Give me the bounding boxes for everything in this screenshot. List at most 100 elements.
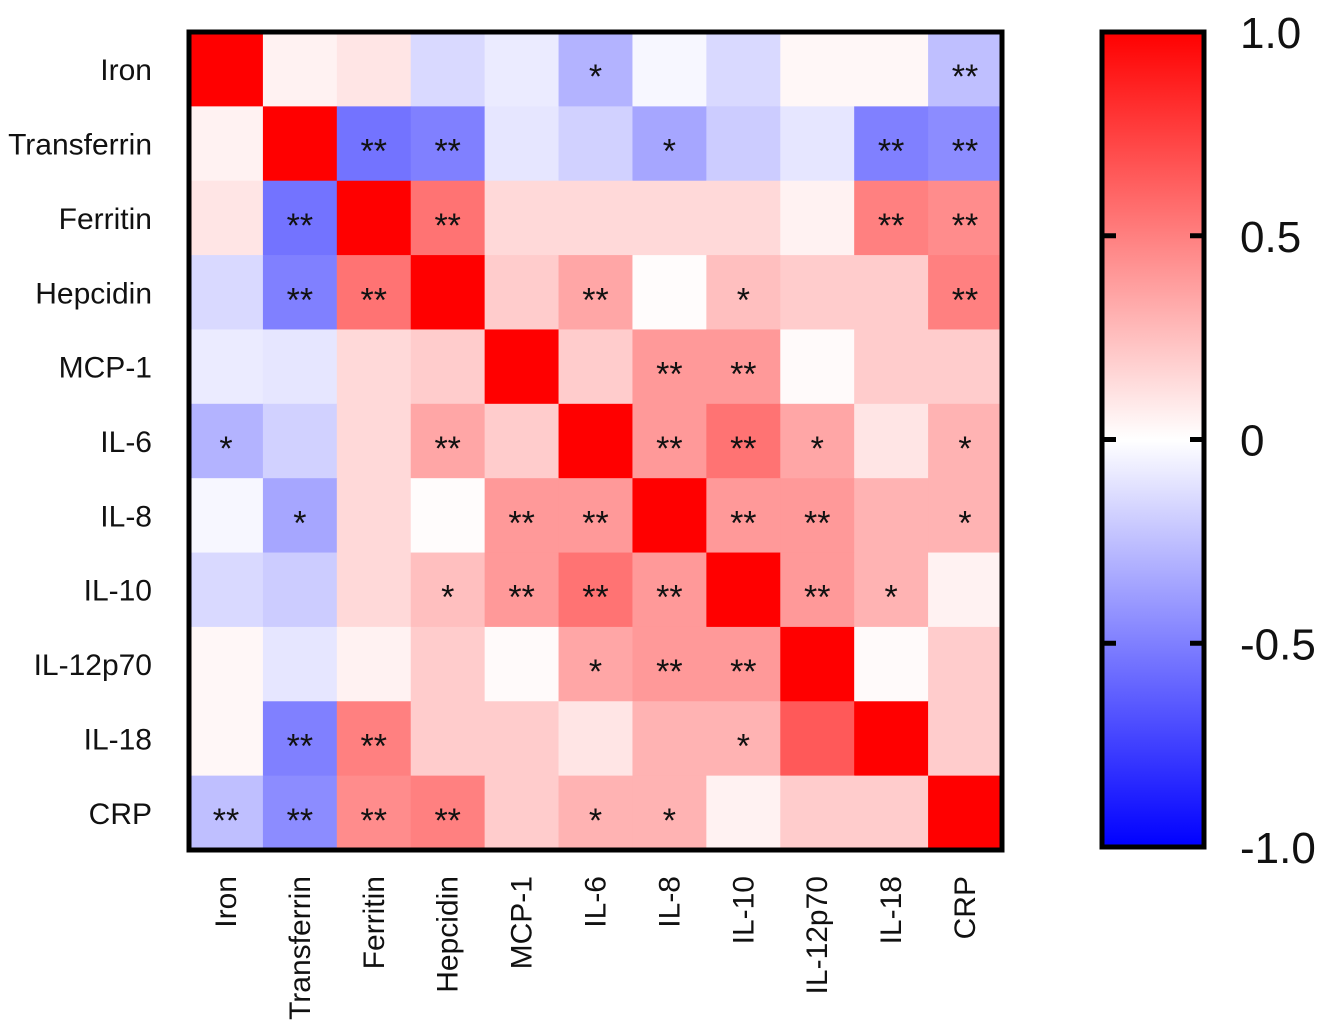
cell-il-18-il-10 [706,701,781,777]
cell-il-10-transferrin [262,552,338,628]
significance-marker: ** [434,207,460,245]
significance-marker: ** [361,727,387,765]
significance-marker: ** [582,504,608,542]
cell-mcp-1-il-10 [706,329,781,405]
significance-marker: * [663,802,676,840]
significance-marker: ** [952,281,978,319]
significance-marker: * [441,579,454,617]
cell-crp-il-10 [706,775,781,851]
cell-transferrin-ferritin [336,106,412,182]
cell-crp-il-18 [854,775,929,851]
cell-il-18-il-18 [854,701,929,777]
cell-il-18-ferritin [336,701,412,777]
cell-iron-crp [928,32,1003,107]
cell-il-10-iron [189,552,264,628]
colorbar-tick-label: -0.5 [1240,620,1316,669]
heatmap-frame [186,29,1005,853]
cell-il-6-hepcidin [410,403,486,479]
cell-crp-crp [928,775,1003,851]
cell-iron-ferritin [336,32,412,107]
cell-il-6-il-12p70 [780,403,855,479]
colorbar-tick-label: 0.5 [1240,213,1301,262]
column-labels: Iron Transferrin Ferritin Hepcidin MCP-1 IL-6… [210,876,982,1020]
cell-il-18-il-12p70 [780,701,855,777]
significance-markers: * **** ** * ** **** ** ** **** ** ** * **** *** ** ** **… [213,58,979,840]
cell-transferrin-il-18 [854,106,929,182]
significance-marker: ** [952,58,978,96]
cell-il-6-il-18 [854,403,929,479]
significance-marker: ** [878,133,904,171]
cell-il-6-ferritin [336,403,412,479]
cell-ferritin-hepcidin [410,180,486,256]
significance-marker: * [737,281,750,319]
significance-marker: * [663,133,676,171]
cell-iron-il-8 [632,32,707,107]
cell-il-6-il-10 [706,403,781,479]
cell-il-12p70-ferritin [336,626,412,702]
cell-il-10-il-18 [854,552,929,628]
cell-crp-transferrin [262,775,338,851]
cell-mcp-1-il-6 [558,329,634,405]
column-label-il-8: IL-8 [653,876,686,928]
cell-iron-il-18 [854,32,929,107]
significance-marker: ** [582,281,608,319]
significance-marker: ** [656,579,682,617]
row-labels: Iron Transferrin Ferritin Hepcidin MCP-1 IL-6… [8,54,152,831]
column-label-il-6: IL-6 [580,876,613,928]
significance-marker: * [958,430,971,468]
significance-marker: ** [656,653,682,691]
cell-crp-il-6 [558,775,634,851]
significance-marker: ** [434,430,460,468]
cell-mcp-1-il-18 [854,329,929,405]
cell-transferrin-mcp-1 [484,106,560,182]
row-label-transferrin: Transferrin [8,129,152,162]
cell-hepcidin-ferritin [336,255,412,331]
cell-iron-il-12p70 [780,32,855,107]
cell-ferritin-mcp-1 [484,180,560,256]
cell-il-8-iron [189,478,264,554]
row-label-hepcidin: Hepcidin [35,277,152,310]
significance-marker: * [737,727,750,765]
significance-marker: * [885,579,898,617]
cell-iron-hepcidin [410,32,486,107]
cell-mcp-1-iron [189,329,264,405]
cell-il-8-hepcidin [410,478,486,554]
cell-il-8-il-10 [706,478,781,554]
cell-mcp-1-mcp-1 [484,329,560,405]
column-label-ferritin: Ferritin [358,876,391,969]
cell-iron-mcp-1 [484,32,560,107]
cell-hepcidin-il-6 [558,255,634,331]
row-label-il-6: IL-6 [100,426,152,459]
cell-il-18-iron [189,701,264,777]
cell-mcp-1-transferrin [262,329,338,405]
row-label-mcp-1: MCP-1 [59,352,152,385]
significance-marker: ** [656,356,682,394]
cell-il-10-ferritin [336,552,412,628]
significance-marker: ** [434,802,460,840]
significance-marker: ** [287,727,313,765]
cell-il-6-il-8 [632,403,707,479]
significance-marker: * [589,653,602,691]
significance-marker: ** [730,356,756,394]
cell-il-6-crp [928,403,1003,479]
cell-il-8-ferritin [336,478,412,554]
colorbar-tick-label: 1.0 [1240,9,1301,58]
cell-il-18-crp [928,701,1003,777]
cell-il-10-hepcidin [410,552,486,628]
row-label-il-10: IL-10 [84,575,152,608]
cell-ferritin-il-10 [706,180,781,256]
significance-marker: ** [656,430,682,468]
cell-il-6-iron [189,403,264,479]
significance-marker: ** [287,802,313,840]
significance-marker: ** [952,207,978,245]
cell-mcp-1-il-8 [632,329,707,405]
cell-il-18-transferrin [262,701,338,777]
cell-il-8-il-12p70 [780,478,855,554]
cell-iron-il-10 [706,32,781,107]
cell-mcp-1-il-12p70 [780,329,855,405]
colorbar [1099,29,1207,850]
cell-il-8-crp [928,478,1003,554]
row-label-il-18: IL-18 [84,723,152,756]
cell-hepcidin-il-12p70 [780,255,855,331]
